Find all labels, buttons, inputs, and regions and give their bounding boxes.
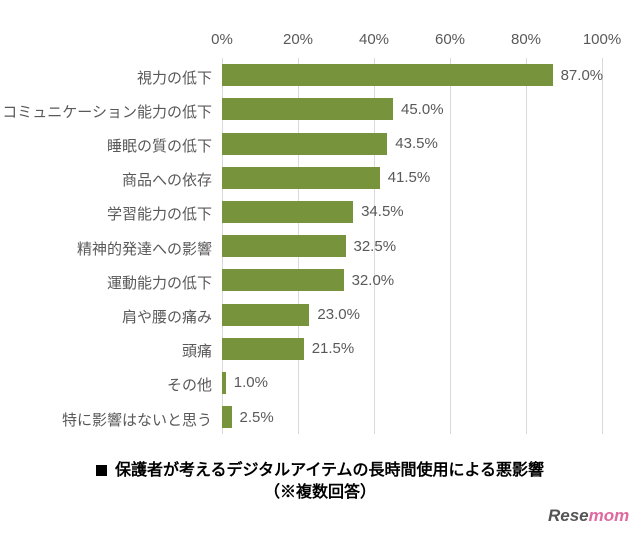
gridline [526, 58, 527, 434]
value-label: 23.0% [317, 306, 360, 323]
bar [222, 64, 553, 86]
caption-line2: （※複数回答） [264, 484, 376, 501]
bar [222, 269, 344, 291]
gridline [450, 58, 451, 434]
x-tick-label: 100% [583, 31, 621, 48]
bar [222, 338, 304, 360]
category-label: 肩や腰の痛み [122, 306, 212, 327]
bar [222, 201, 353, 223]
watermark-part1: Rese [548, 506, 589, 525]
x-tick-label: 60% [435, 31, 465, 48]
chart-caption: 保護者が考えるデジタルアイテムの長時間使用による悪影響 （※複数回答） [0, 460, 640, 504]
value-label: 2.5% [240, 409, 274, 426]
x-tick-label: 40% [359, 31, 389, 48]
bar [222, 235, 346, 257]
value-label: 43.5% [395, 135, 438, 152]
bar [222, 406, 232, 428]
category-label: コミュニケーション能力の低下 [2, 101, 212, 122]
category-label: 学習能力の低下 [107, 203, 212, 224]
category-label: 商品への依存 [122, 169, 212, 190]
value-label: 41.5% [388, 169, 431, 186]
watermark: Resemom [548, 506, 629, 526]
x-tick-label: 80% [511, 31, 541, 48]
caption-line1: 保護者が考えるデジタルアイテムの長時間使用による悪影響 [115, 462, 544, 479]
category-label: 運動能力の低下 [107, 272, 212, 293]
watermark-part2: mom [589, 506, 630, 525]
x-tick-label: 20% [283, 31, 313, 48]
bar [222, 372, 226, 394]
bar [222, 304, 309, 326]
category-label: 睡眠の質の低下 [107, 135, 212, 156]
value-label: 21.5% [312, 340, 355, 357]
value-label: 45.0% [401, 101, 444, 118]
category-label: その他 [167, 374, 212, 395]
bar [222, 98, 393, 120]
value-label: 32.0% [352, 272, 395, 289]
bullet-icon [96, 465, 107, 476]
category-label: 視力の低下 [137, 67, 212, 88]
x-tick-label: 0% [211, 31, 233, 48]
value-label: 87.0% [561, 67, 604, 84]
value-label: 32.5% [354, 238, 397, 255]
value-label: 1.0% [234, 374, 268, 391]
bar [222, 167, 380, 189]
plot-area: 0%20%40%60%80%100%視力の低下87.0%コミュニケーション能力の… [222, 58, 602, 434]
category-label: 頭痛 [182, 340, 212, 361]
bar [222, 133, 387, 155]
category-label: 特に影響はないと思う [62, 409, 212, 430]
gridline [602, 58, 603, 434]
category-label: 精神的発達への影響 [77, 238, 212, 259]
value-label: 34.5% [361, 203, 404, 220]
chart-container: 0% 20% 40% 60% 80% 100% 視力の低下 87.0% コミュニケーション能力の… [0, 0, 640, 533]
